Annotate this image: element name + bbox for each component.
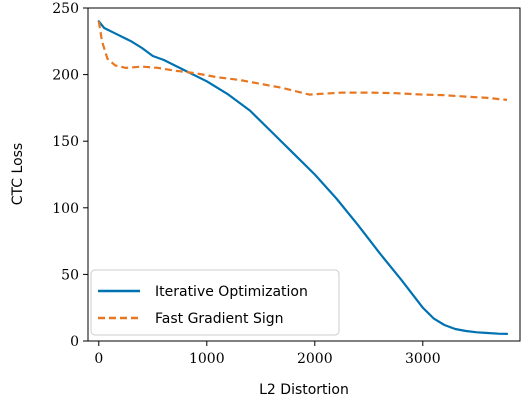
- series-layer: [97, 20, 509, 335]
- legend-label-fast-gradient-sign: Fast Gradient Sign: [155, 311, 284, 327]
- x-tick-label: 0: [94, 351, 103, 367]
- y-tick-label: 150: [52, 134, 79, 150]
- series-line-iterative-optimization: [97, 20, 509, 335]
- x-tick-label: 3000: [405, 351, 441, 367]
- x-axis-label: L2 Distortion: [259, 382, 349, 398]
- x-axis-ticks: 0 1000 2000 3000: [94, 341, 441, 367]
- x-tick-label: 1000: [189, 351, 225, 367]
- y-tick-label: 100: [52, 201, 79, 217]
- plot-frame: [87, 7, 521, 342]
- x-tick-label: 2000: [297, 351, 333, 367]
- series-line-fast-gradient-sign: [97, 21, 508, 101]
- y-axis-label: CTC Loss: [10, 143, 26, 205]
- y-tick-label: 200: [52, 68, 79, 84]
- y-tick-label: 0: [70, 334, 79, 350]
- legend-box: [90, 269, 340, 336]
- y-tick-label: 250: [52, 1, 79, 17]
- y-tick-label: 50: [61, 267, 79, 283]
- legend: Iterative Optimization Fast Gradient Sig…: [90, 269, 340, 336]
- legend-label-iterative-optimization: Iterative Optimization: [155, 284, 308, 300]
- y-axis-ticks: 0 50 100 150 200 250: [52, 1, 88, 350]
